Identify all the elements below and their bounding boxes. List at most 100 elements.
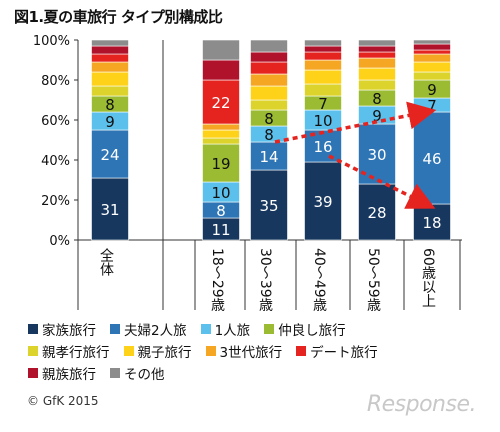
bar-segment: [202, 129, 240, 139]
bar-segment: [250, 99, 288, 111]
legend-label: 1人旅: [214, 323, 251, 339]
legend-item: 親孝行旅行: [28, 341, 110, 361]
bar-segment: [91, 71, 129, 87]
legend-swatch: [28, 324, 38, 334]
legend-item: 1人旅: [200, 319, 251, 339]
data-label: 10: [313, 112, 332, 130]
bar-segment: [91, 45, 129, 55]
bar-segment: [358, 183, 396, 241]
legend-item: 親子旅行: [123, 341, 192, 361]
bar-segment: [202, 59, 240, 81]
bar-segment: [91, 53, 129, 63]
data-label: 22: [211, 94, 230, 112]
legend-item: デート旅行: [296, 341, 378, 361]
category-label: 全体: [98, 247, 114, 276]
data-label: 7: [318, 95, 328, 113]
bar-segment: [91, 85, 129, 97]
legend-item: 仲良し旅行: [264, 319, 346, 339]
chart-legend: 家族旅行 夫婦2人旅 1人旅 仲良し旅行親孝行旅行 親子旅行 3世代旅行 デート旅行親族旅行…: [28, 318, 498, 384]
y-tick-label: 80%: [41, 74, 70, 89]
bar-segment: [91, 39, 129, 47]
legend-swatch: [123, 346, 134, 356]
bar-segment: [250, 169, 288, 241]
y-tick-label: 0%: [49, 234, 70, 249]
data-label: 39: [313, 193, 332, 211]
trend-arrow: [274, 101, 437, 144]
data-label: 19: [211, 155, 230, 173]
legend-item: 親族旅行: [28, 363, 96, 383]
y-tick-label: 100%: [33, 34, 70, 49]
legend-row: 親孝行旅行 親子旅行 3世代旅行 デート旅行: [28, 340, 498, 362]
bar-segment: [250, 73, 288, 87]
bar-segment: [304, 59, 342, 71]
trend-arrow: [328, 154, 436, 209]
legend-label: 3世代旅行: [219, 345, 283, 361]
bar-segment: [358, 57, 396, 69]
data-label: 28: [367, 204, 386, 222]
legend-label: 親族旅行: [42, 367, 96, 383]
bar-segment: [413, 49, 451, 55]
category-label: 50～59歳: [365, 248, 381, 312]
legend-swatch: [110, 324, 120, 334]
watermark-logo: Response.: [366, 392, 477, 417]
bar-segment: [304, 45, 342, 53]
data-label: 8: [264, 110, 274, 128]
bar-segment: [413, 61, 451, 73]
data-label: 8: [264, 126, 274, 144]
bar-segment: [250, 85, 288, 101]
data-label: 8: [216, 202, 226, 220]
y-tick-label: 60%: [41, 114, 70, 129]
legend-label: その他: [124, 367, 165, 383]
data-label: 35: [259, 197, 278, 215]
legend-label: 夫婦2人旅: [124, 323, 187, 339]
copyright-text: © GfK 2015: [27, 394, 99, 408]
data-label: 24: [100, 146, 119, 164]
category-label: 30～39歳: [257, 248, 273, 312]
legend-item: 3世代旅行: [205, 341, 283, 361]
y-tick-label: 40%: [41, 154, 70, 169]
data-label: 10: [211, 184, 230, 202]
bar-segment: [304, 161, 342, 241]
bar-segment: [304, 69, 342, 85]
bar-segment: [413, 203, 451, 241]
legend-label: 家族旅行: [42, 323, 96, 339]
bar-segment: [413, 53, 451, 63]
bar-segment: [250, 61, 288, 75]
legend-swatch: [205, 346, 216, 356]
bar-segment: [358, 67, 396, 81]
bar-segment: [91, 61, 129, 73]
chart-title: 図1.夏の車旅行 タイプ別構成比: [14, 8, 223, 26]
legend-label: デート旅行: [310, 345, 378, 361]
data-label: 30: [367, 146, 386, 164]
legend-item: 家族旅行: [28, 319, 96, 339]
legend-label: 親孝行旅行: [42, 345, 110, 361]
legend-row: 家族旅行 夫婦2人旅 1人旅 仲良し旅行: [28, 318, 498, 340]
bar-segment: [91, 177, 129, 241]
data-label: 9: [427, 81, 437, 99]
legend-swatch: [264, 324, 275, 334]
bar-segment: [202, 137, 240, 145]
bar-segment: [202, 143, 240, 183]
stacked-bar-chart: 0%20%40%60%80%100%312498全体11810192218～29…: [33, 34, 462, 312]
legend-item: 夫婦2人旅: [110, 319, 187, 339]
bar-segment: [304, 83, 342, 97]
bar-segment: [202, 123, 240, 131]
bar-segment: [304, 51, 342, 61]
legend-item: その他: [110, 363, 165, 383]
bar-segment: [358, 39, 396, 47]
data-label: 8: [105, 96, 115, 114]
data-label: 16: [313, 138, 332, 156]
data-label: 18: [422, 214, 441, 232]
bar-segment: [413, 39, 451, 45]
bar-segment: [250, 51, 288, 63]
data-label: 7: [427, 97, 437, 115]
bar-segment: [358, 79, 396, 91]
y-tick-label: 20%: [41, 194, 70, 209]
bar-segment: [202, 39, 240, 61]
legend-swatch: [28, 346, 38, 356]
data-label: 11: [211, 221, 230, 239]
data-label: 9: [105, 113, 115, 131]
legend-swatch: [296, 346, 307, 356]
bar-segment: [358, 45, 396, 53]
legend-swatch: [110, 368, 120, 378]
